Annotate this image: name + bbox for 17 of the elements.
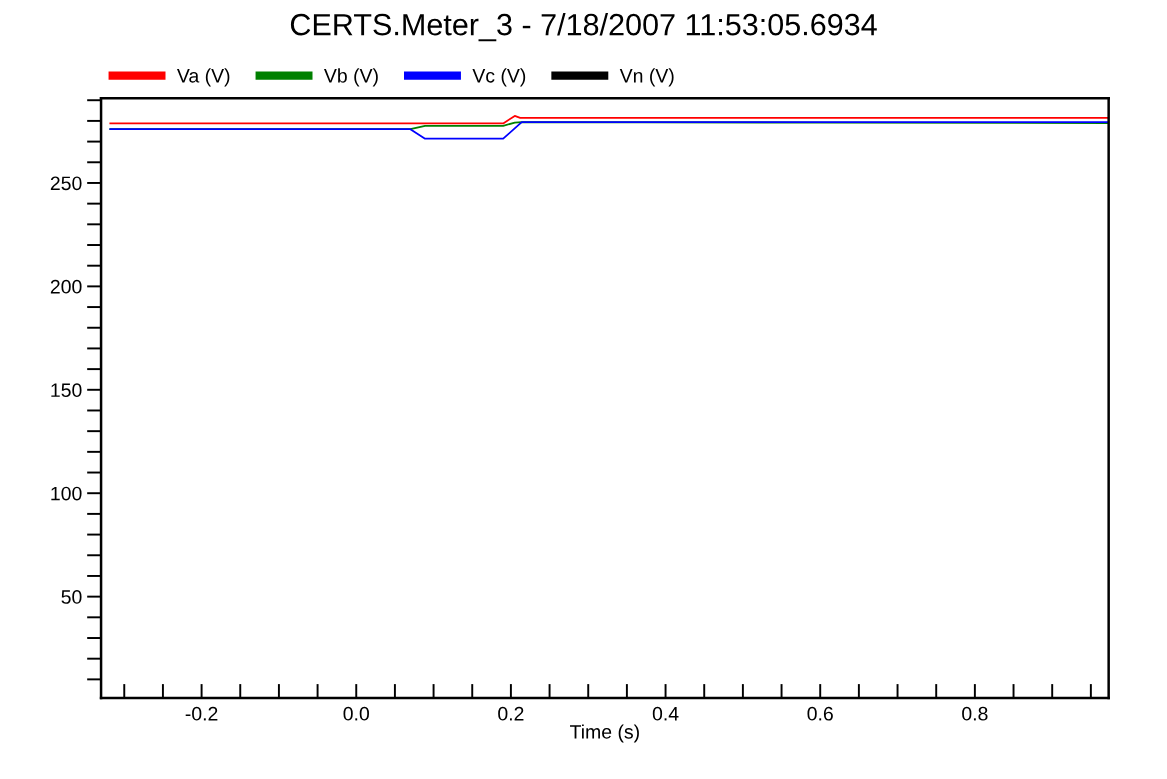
y-tick-label: 250 <box>50 176 82 191</box>
x-axis-title: Time (s) <box>570 724 639 743</box>
legend-label: Vc (V) <box>472 68 526 87</box>
x-tick-label: 0.2 <box>498 706 524 721</box>
legend-label: Va (V) <box>176 68 230 87</box>
legend-label: Vn (V) <box>619 68 674 87</box>
x-tick-label: 0.4 <box>652 706 679 721</box>
y-tick-label: 50 <box>61 590 82 604</box>
chart-title: CERTS.Meter_3 - 7/18/2007 11:53:05.6934 <box>290 13 877 42</box>
y-tick-label: 150 <box>51 383 82 398</box>
y-tick-label: 200 <box>50 279 82 294</box>
x-tick-label: 0.6 <box>807 706 833 721</box>
y-tick-label: 100 <box>51 486 82 501</box>
x-tick-label: -0.2 <box>185 706 218 721</box>
x-tick-label: 0.8 <box>962 706 988 721</box>
x-tick-label: 0.0 <box>343 706 369 721</box>
legend-label: Vb (V) <box>323 68 378 87</box>
